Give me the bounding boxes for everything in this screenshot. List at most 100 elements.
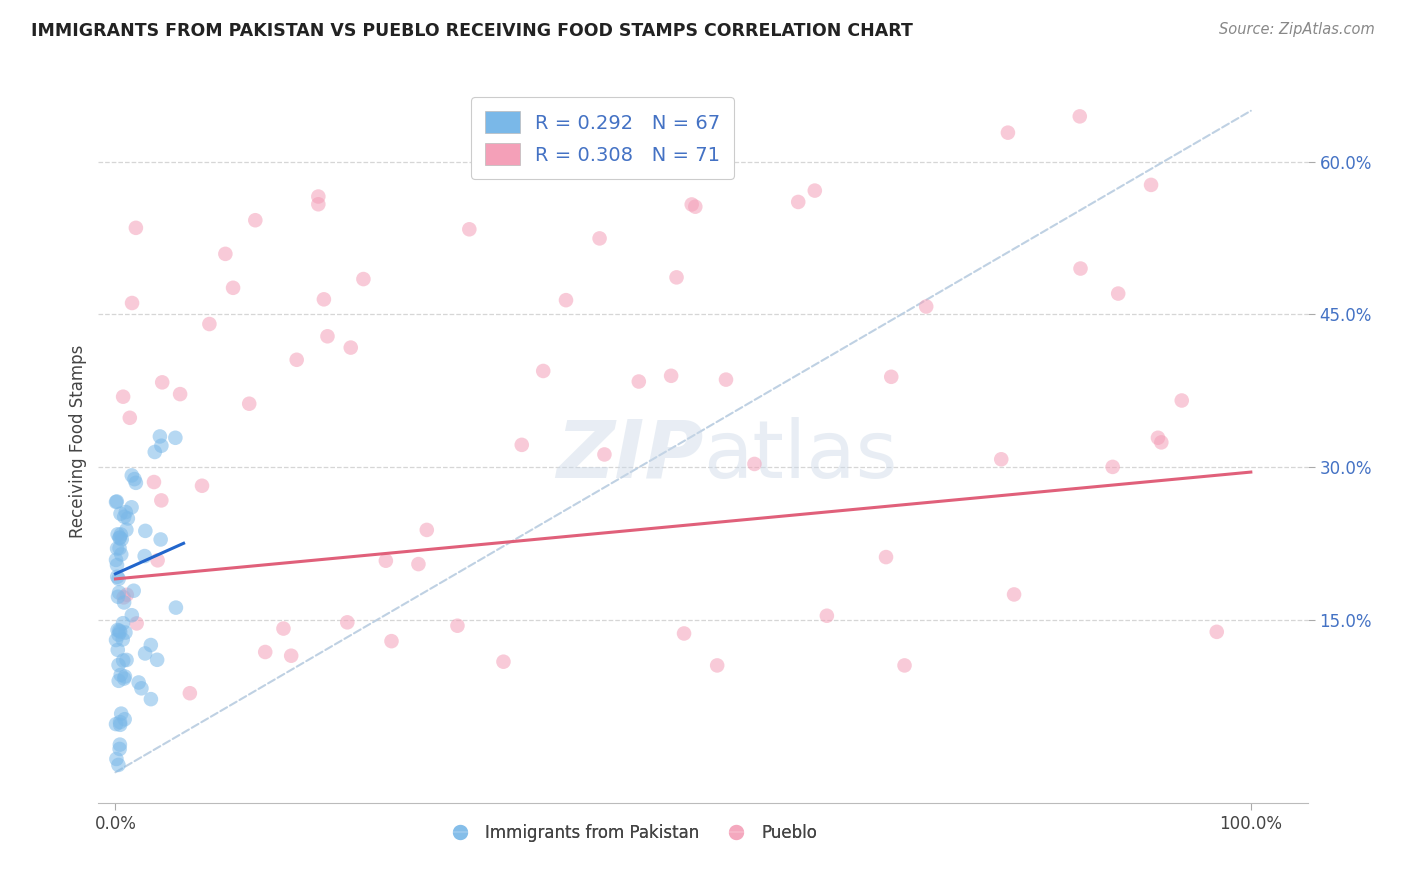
Point — [111, 632, 134, 647]
Point — [665, 270, 688, 285]
Point — [105, 717, 128, 731]
Point — [588, 231, 610, 245]
Point — [273, 622, 295, 636]
Point — [149, 533, 172, 547]
Text: ZIP: ZIP — [555, 417, 703, 495]
Point — [685, 200, 707, 214]
Point — [121, 296, 143, 310]
Point — [1069, 109, 1091, 123]
Point — [124, 472, 146, 486]
Point — [1147, 431, 1170, 445]
Point — [125, 220, 148, 235]
Point — [408, 557, 430, 571]
Point — [112, 653, 135, 667]
Point — [112, 390, 135, 404]
Point — [280, 648, 302, 663]
Point — [112, 591, 135, 605]
Point — [695, 129, 717, 144]
Point — [105, 570, 128, 584]
Point — [107, 627, 129, 641]
Point — [254, 645, 277, 659]
Point — [880, 369, 903, 384]
Y-axis label: Receiving Food Stamps: Receiving Food Stamps — [69, 345, 87, 538]
Point — [118, 410, 141, 425]
Point — [997, 126, 1019, 140]
Point — [659, 368, 682, 383]
Point — [307, 197, 329, 211]
Point — [111, 616, 134, 631]
Point — [915, 300, 938, 314]
Point — [815, 608, 838, 623]
Point — [1107, 286, 1129, 301]
Point — [108, 624, 131, 638]
Point — [108, 624, 131, 639]
Point — [285, 352, 308, 367]
Point — [1002, 587, 1025, 601]
Point — [143, 475, 166, 489]
Point — [165, 600, 187, 615]
Point — [134, 549, 156, 563]
Point — [312, 293, 335, 307]
Point — [531, 364, 554, 378]
Point — [122, 583, 145, 598]
Point — [115, 523, 138, 537]
Point — [105, 553, 128, 567]
Point — [458, 222, 481, 236]
Point — [222, 281, 245, 295]
Point — [112, 672, 135, 686]
Point — [510, 438, 533, 452]
Point — [169, 387, 191, 401]
Point — [673, 626, 696, 640]
Point — [150, 376, 173, 390]
Point — [114, 505, 136, 519]
Point — [875, 550, 897, 565]
Point — [107, 673, 129, 688]
Point — [108, 531, 131, 545]
Text: IMMIGRANTS FROM PAKISTAN VS PUEBLO RECEIVING FOOD STAMPS CORRELATION CHART: IMMIGRANTS FROM PAKISTAN VS PUEBLO RECEI… — [31, 22, 912, 40]
Point — [492, 655, 515, 669]
Point — [416, 523, 439, 537]
Point — [108, 718, 131, 732]
Point — [115, 653, 138, 667]
Point — [380, 634, 402, 648]
Point — [112, 595, 135, 609]
Text: Source: ZipAtlas.com: Source: ZipAtlas.com — [1219, 22, 1375, 37]
Point — [352, 272, 374, 286]
Point — [143, 445, 166, 459]
Point — [105, 541, 128, 556]
Point — [198, 317, 221, 331]
Point — [131, 681, 153, 696]
Point — [125, 475, 148, 490]
Point — [339, 341, 361, 355]
Point — [744, 457, 766, 471]
Point — [105, 752, 128, 766]
Point — [446, 618, 468, 632]
Point — [804, 184, 827, 198]
Point — [110, 548, 132, 562]
Point — [307, 189, 329, 203]
Point — [114, 625, 136, 640]
Point — [121, 608, 143, 623]
Point — [112, 509, 135, 524]
Point — [146, 653, 169, 667]
Point — [121, 500, 143, 515]
Point — [107, 590, 129, 604]
Point — [114, 712, 136, 726]
Point — [107, 657, 129, 672]
Point — [105, 632, 128, 647]
Point — [1140, 178, 1163, 192]
Point — [134, 524, 156, 538]
Point — [593, 447, 616, 461]
Point — [1205, 624, 1227, 639]
Point — [105, 558, 128, 573]
Point — [179, 686, 201, 700]
Point — [115, 588, 138, 602]
Point — [107, 572, 129, 586]
Point — [146, 553, 169, 567]
Point — [108, 715, 131, 730]
Point — [627, 375, 650, 389]
Point — [105, 494, 128, 508]
Point — [108, 738, 131, 752]
Point — [165, 431, 187, 445]
Point — [150, 493, 173, 508]
